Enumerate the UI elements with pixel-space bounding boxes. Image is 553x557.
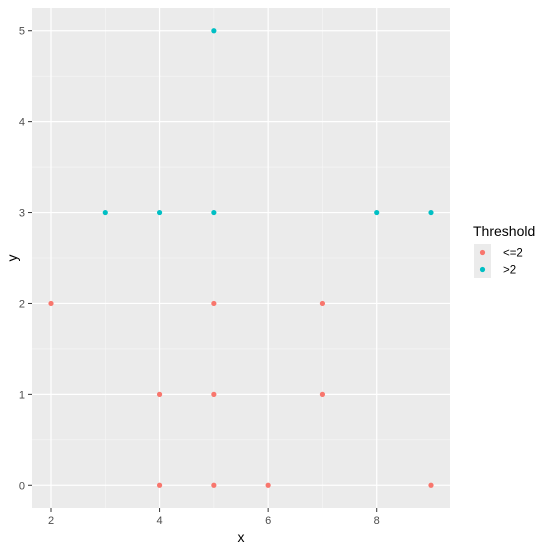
data-point-series-2 [211, 28, 217, 34]
minor-gridlines [32, 8, 450, 508]
data-point-series-2 [211, 209, 217, 216]
legend-title: Threshold [473, 223, 535, 239]
legend-label: <=2 [503, 248, 523, 260]
data-point-series-2 [374, 209, 380, 216]
data-point-series-1 [211, 391, 217, 397]
x-tick-label: 4 [157, 515, 163, 527]
data-point-series-1 [428, 482, 434, 488]
y-tick-label: 2 [19, 298, 25, 310]
x-axis-ticks: 2 4 6 8 [48, 508, 380, 527]
data-point-series-1 [156, 482, 163, 488]
y-tick-label: 3 [19, 208, 25, 220]
data-point-series-2 [102, 209, 108, 216]
data-point-series-2 [428, 209, 434, 216]
data-point-series-1 [211, 482, 217, 488]
x-tick-label: 2 [48, 515, 54, 527]
data-point-series-1 [265, 482, 271, 488]
y-tick-label: 4 [19, 117, 25, 129]
legend: Threshold <=2>2 [473, 223, 535, 278]
y-axis-title: y [4, 255, 20, 262]
y-tick-label: 1 [19, 389, 25, 401]
y-tick-label: 0 [19, 480, 25, 492]
data-point-series-1 [48, 300, 54, 307]
data-point-series-1 [319, 300, 326, 307]
data-point-series-2 [156, 209, 163, 216]
x-tick-label: 6 [265, 515, 271, 527]
data-points [48, 28, 434, 488]
x-axis-title: x [238, 529, 245, 545]
data-point-series-1 [319, 391, 326, 397]
y-tick-label: 5 [19, 26, 25, 38]
legend-items: <=2>2 [474, 244, 523, 278]
legend-label: >2 [503, 265, 516, 277]
legend-key-point [479, 249, 486, 256]
data-point-series-1 [156, 391, 163, 397]
data-point-series-1 [211, 300, 217, 307]
major-gridlines [32, 8, 450, 508]
y-axis-ticks: 0 1 2 3 4 5 [19, 26, 32, 492]
legend-key-point [479, 266, 486, 273]
x-tick-label: 8 [374, 515, 380, 527]
